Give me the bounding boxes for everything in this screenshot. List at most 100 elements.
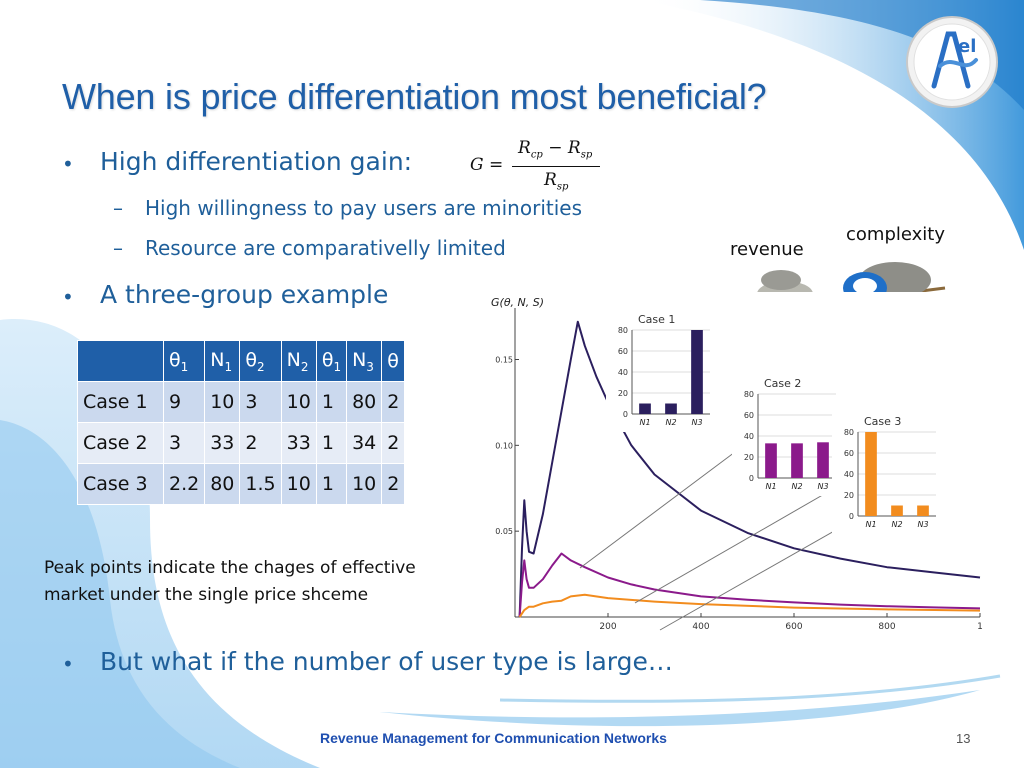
sub-bullet-high-willingness: High willingness to pay users are minori… xyxy=(145,196,582,220)
y-tick-label: 60 xyxy=(618,347,628,356)
table-cell: 2 xyxy=(381,422,406,464)
bullet-high-differentiation-gain: High differentiation gain: xyxy=(100,147,413,176)
complexity-label: complexity xyxy=(846,224,945,245)
bullet-large-user-types: But what if the number of user type is l… xyxy=(100,647,673,676)
y-tick-label: 20 xyxy=(744,453,754,462)
case2-bar xyxy=(765,443,777,478)
x-tick-label: N1 xyxy=(765,482,776,491)
case3-series-line xyxy=(518,593,981,618)
case2-series-line xyxy=(518,552,981,618)
case1-bar xyxy=(639,403,651,414)
y-tick-label: 60 xyxy=(744,411,754,420)
table-cell: 10 xyxy=(280,381,317,423)
gain-formula: G = Rcp − Rsp Rsp xyxy=(470,138,610,198)
case1-bar xyxy=(691,330,703,414)
x-tick-label: 200 xyxy=(599,622,616,632)
table-cell: 1 xyxy=(315,381,348,423)
table-header-cell xyxy=(77,340,164,382)
x-tick-label: N3 xyxy=(691,418,702,427)
case2-bar-chart: Case 2 0 20 40 60 80 N1 N2 N3 xyxy=(732,374,840,496)
x-tick-label: N3 xyxy=(817,482,828,491)
table-header-row: θ1 N1 θ2 N2 θ1 N3 θ xyxy=(77,340,406,382)
x-tick-label: 400 xyxy=(692,622,709,632)
sub-bullet-resource-limited: Resource are comparativelly limited xyxy=(145,236,506,260)
table-cell: 10 xyxy=(346,463,383,505)
table-cell: 3 xyxy=(162,422,206,464)
table-cell: 33 xyxy=(204,422,241,464)
fraction-bar xyxy=(512,166,600,167)
table-cell: 1 xyxy=(315,422,348,464)
y-tick-label: 80 xyxy=(618,326,628,335)
table-header-cell: θ xyxy=(381,340,406,382)
x-tick-label: 600 xyxy=(785,622,802,632)
sub-dash: – xyxy=(113,196,123,220)
footer-title: Revenue Management for Communication Net… xyxy=(320,730,667,746)
case3-bar-chart: Case 3 0 20 40 60 80 N1 N2 N3 xyxy=(832,412,940,534)
table-cell: 33 xyxy=(280,422,317,464)
table-cell: 34 xyxy=(346,422,383,464)
formula-denominator: Rsp xyxy=(544,170,569,193)
table-header-cell: θ2 xyxy=(239,340,282,382)
logo-emblem: el xyxy=(906,16,998,108)
bar-chart-title: Case 3 xyxy=(864,415,901,428)
table-header-cell: N2 xyxy=(280,340,317,382)
table-cell: 3 xyxy=(239,381,282,423)
case2-bar xyxy=(817,442,829,478)
table-cell: 2 xyxy=(381,463,406,505)
case3-bar xyxy=(917,505,929,516)
formula-lhs: G = xyxy=(470,155,504,175)
table-header-cell: θ1 xyxy=(162,340,206,382)
case2-bar xyxy=(791,443,803,478)
table-cell: 2 xyxy=(239,422,282,464)
case1-bar-chart: Case 1 0 20 40 60 80 N1 N2 N3 xyxy=(606,310,714,432)
bar-chart-title: Case 1 xyxy=(638,313,675,326)
x-tick-label: N2 xyxy=(791,482,802,491)
x-tick-label: N1 xyxy=(639,418,650,427)
y-axis-label: G(θ, N, S) xyxy=(491,296,544,309)
page-number: 13 xyxy=(956,731,971,746)
table-cell: 1.5 xyxy=(239,463,282,505)
y-tick-label: 40 xyxy=(844,470,854,479)
annotation-arrow xyxy=(579,451,736,569)
table-row: Case 3 2.2 80 1.5 10 1 10 2 xyxy=(77,463,406,505)
table-cell: Case 3 xyxy=(77,463,164,505)
y-tick-label: 0 xyxy=(849,512,854,521)
annotation-arrow xyxy=(634,484,841,604)
bullet-dot: • xyxy=(62,652,74,676)
bullet-dot: • xyxy=(62,152,74,176)
bar-chart-title: Case 2 xyxy=(764,377,801,390)
table-header-cell: N1 xyxy=(204,340,241,382)
y-tick-label: 0.05 xyxy=(495,527,513,536)
x-tick-label: 1 xyxy=(977,622,983,632)
table-cell: Case 1 xyxy=(77,381,164,423)
y-tick-label: 40 xyxy=(744,432,754,441)
y-tick-label: 0.15 xyxy=(495,356,513,365)
x-tick-label: N3 xyxy=(917,520,928,529)
y-tick-label: 40 xyxy=(618,368,628,377)
x-tick-label: 800 xyxy=(878,622,895,632)
note-line: market under the single price shceme xyxy=(44,585,369,605)
table-cell: 2.2 xyxy=(162,463,206,505)
revenue-label: revenue xyxy=(730,239,804,260)
slide-title: When is price differentiation most benef… xyxy=(62,76,767,117)
y-tick-label: 0 xyxy=(623,410,628,419)
sub-dash: – xyxy=(113,236,123,260)
case3-bar xyxy=(865,432,877,516)
y-tick-label: 60 xyxy=(844,449,854,458)
case1-series-line xyxy=(518,320,981,618)
table-cell: 80 xyxy=(204,463,241,505)
table-header-cell: θ1 xyxy=(315,340,348,382)
table-cell: 1 xyxy=(315,463,348,505)
table-cell: 80 xyxy=(346,381,383,423)
y-tick-label: 20 xyxy=(618,389,628,398)
svg-text:el: el xyxy=(958,36,976,57)
table-cell: 2 xyxy=(381,381,406,423)
table-row: Case 1 9 10 3 10 1 80 2 xyxy=(77,381,406,423)
bullet-dot: • xyxy=(62,285,74,309)
y-tick-label: 80 xyxy=(744,390,754,399)
note-line: Peak points indicate the chages of effec… xyxy=(44,558,416,578)
x-tick-label: N1 xyxy=(865,520,876,529)
formula-numerator: Rcp − Rsp xyxy=(518,138,593,161)
y-tick-label: 20 xyxy=(844,491,854,500)
table-cell: 10 xyxy=(204,381,241,423)
